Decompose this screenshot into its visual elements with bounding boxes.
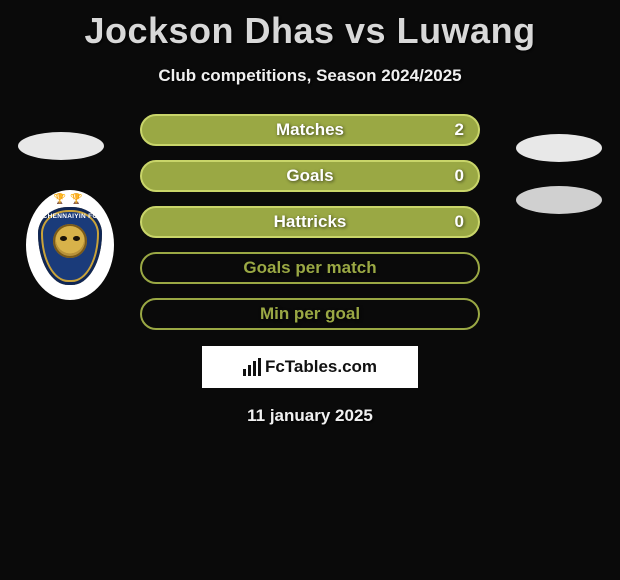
club-mascot-face [53, 224, 87, 258]
trophy-icons: 🏆🏆 [54, 194, 87, 205]
stat-label: Goals per match [243, 258, 376, 278]
page-subtitle: Club competitions, Season 2024/2025 [0, 66, 620, 86]
stat-value-right: 0 [455, 166, 464, 186]
stat-label: Hattricks [274, 212, 347, 232]
bar-chart-icon [243, 358, 261, 376]
stat-value-right: 0 [455, 212, 464, 232]
player-photo-right-1 [516, 134, 602, 162]
stat-label: Matches [276, 120, 344, 140]
stat-label: Min per goal [260, 304, 360, 324]
club-shield: CHENNAIYIN FC [38, 207, 102, 285]
date: 11 january 2025 [0, 406, 620, 426]
watermark: FcTables.com [202, 346, 418, 388]
stat-row: Hattricks 0 [140, 206, 480, 238]
stat-row: Matches 2 [140, 114, 480, 146]
stat-value-right: 2 [455, 120, 464, 140]
stat-label: Goals [286, 166, 333, 186]
player-photo-left [18, 132, 104, 160]
watermark-text: FcTables.com [265, 357, 377, 377]
stat-row: Min per goal [140, 298, 480, 330]
club-badge: 🏆🏆 CHENNAIYIN FC [26, 190, 114, 300]
stat-row: Goals 0 [140, 160, 480, 192]
stat-row: Goals per match [140, 252, 480, 284]
club-name: CHENNAIYIN FC [43, 213, 98, 220]
player-photo-right-2 [516, 186, 602, 214]
page-title: Jockson Dhas vs Luwang [0, 10, 620, 52]
